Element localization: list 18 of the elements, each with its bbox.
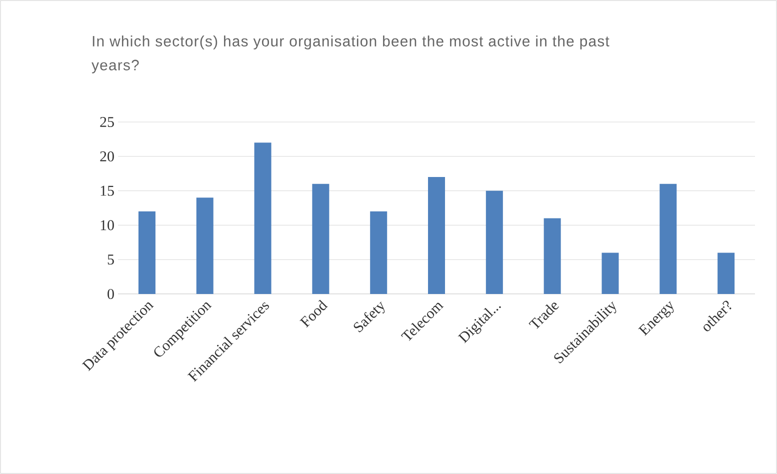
bar — [428, 177, 446, 294]
bar — [602, 252, 619, 294]
y-tick-label: 25 — [100, 116, 114, 127]
bar — [254, 142, 272, 294]
y-tick-label: 20 — [100, 151, 114, 162]
bar — [312, 184, 330, 294]
chart-title: In which sector(s) has your organisation been the most active in the past years? — [92, 36, 610, 74]
y-tick-label: 0 — [108, 288, 114, 300]
y-tick-label: 5 — [108, 254, 114, 265]
bar — [660, 184, 677, 294]
bar — [486, 190, 503, 294]
bar — [544, 218, 561, 294]
bar — [196, 198, 214, 294]
bar — [718, 252, 735, 294]
y-tick-label: 15 — [100, 186, 114, 196]
bar — [370, 211, 388, 294]
y-tick-label: 10 — [100, 220, 114, 230]
bar — [138, 211, 156, 294]
